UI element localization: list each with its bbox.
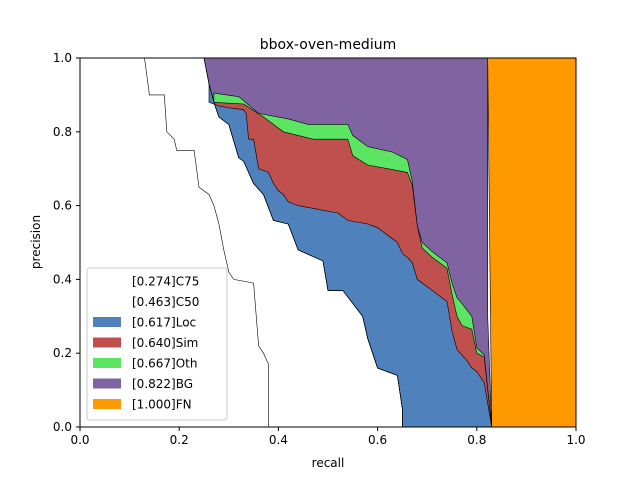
legend-swatch-fn: [93, 399, 121, 409]
x-axis-label: recall: [312, 456, 345, 470]
x-axis-ticks: 0.0 0.2 0.4 0.6 0.8 1.0: [70, 427, 586, 447]
x-tick-label: 0.4: [269, 433, 288, 447]
x-tick-label: 0.2: [170, 433, 189, 447]
curve-c75: [144, 57, 269, 427]
y-tick-label: 0.2: [53, 346, 72, 360]
legend-label-fn: [1.000]FN: [132, 398, 192, 412]
legend-swatch-sim: [93, 337, 121, 348]
y-tick-label: 0.4: [53, 272, 72, 286]
y-tick-label: 0.0: [53, 420, 72, 434]
curve-c50: [203, 57, 403, 427]
legend-box: [86, 267, 228, 421]
x-tick-label: 0.6: [368, 433, 387, 447]
area-fn: [487, 57, 577, 428]
area-series-group: [203, 57, 577, 428]
x-tick-label: 0.0: [70, 433, 89, 447]
line-series-group: [144, 57, 403, 427]
y-axis-ticks: 0.0 0.2 0.4 0.6 0.8 1.0: [53, 51, 80, 434]
legend-swatch-loc: [93, 317, 121, 327]
legend-label-bg: [0.822]BG: [132, 377, 193, 391]
legend-label-c75: [0.274]C75: [132, 275, 199, 289]
x-tick-label: 1.0: [566, 433, 585, 447]
legend-swatch-c50: [93, 296, 121, 307]
plot-frame: [79, 57, 577, 428]
y-axis-label: precision: [29, 215, 43, 269]
chart-title: bbox-oven-medium: [260, 37, 396, 53]
legend-swatch-c75: [93, 276, 121, 286]
legend-label-loc: [0.617]Loc: [132, 316, 196, 330]
y-tick-label: 0.8: [53, 125, 72, 139]
legend-swatch-bg: [93, 378, 121, 389]
legend-label-c50: [0.463]C50: [132, 295, 199, 309]
legend-label-oth: [0.667]Oth: [132, 357, 197, 371]
y-tick-label: 1.0: [53, 51, 72, 65]
legend-swatch-oth: [93, 358, 121, 368]
legend-label-sim: [0.640]Sim: [132, 336, 198, 350]
y-tick-label: 0.6: [53, 199, 72, 213]
legend: [0.274]C75 [0.463]C50 [0.617]Loc [0.640]Sim…: [86, 267, 228, 421]
x-tick-label: 0.8: [467, 433, 486, 447]
